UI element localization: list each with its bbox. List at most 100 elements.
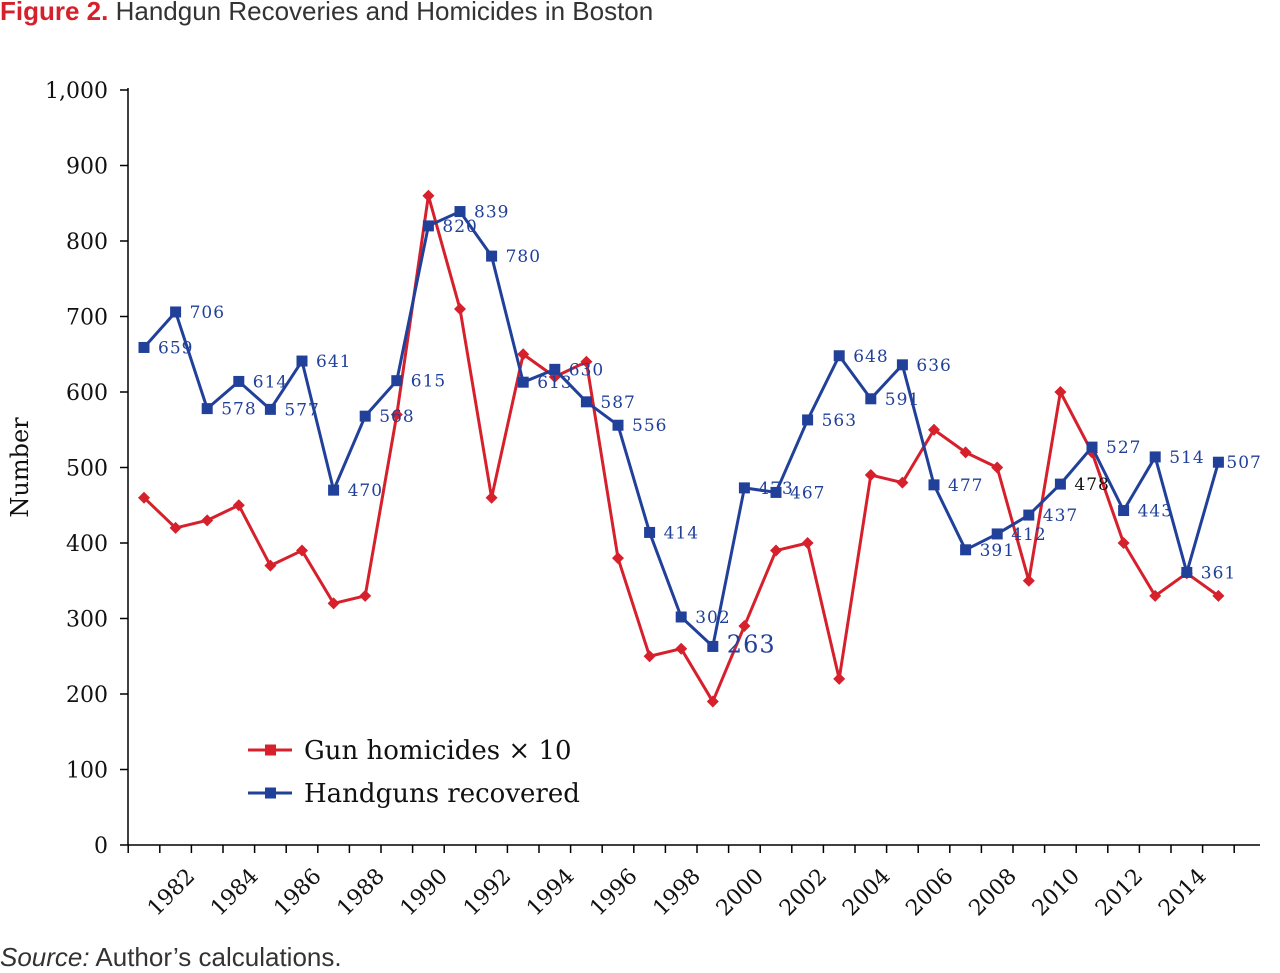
- handguns-data-label: 514: [1169, 448, 1204, 468]
- x-tick-label: 1990: [396, 864, 453, 921]
- handguns-point: [296, 355, 308, 367]
- homicides-point: [706, 695, 719, 708]
- homicides-point: [675, 642, 688, 655]
- y-tick-label: 400: [66, 532, 108, 557]
- handguns-data-label: 507: [1226, 453, 1261, 473]
- handguns-data-label: 648: [853, 347, 888, 367]
- handguns-point: [644, 526, 656, 538]
- homicides-point: [201, 514, 214, 527]
- handguns-point: [991, 528, 1003, 540]
- handguns-point: [264, 403, 276, 415]
- handguns-point: [1086, 441, 1098, 453]
- homicides-point: [454, 302, 466, 315]
- y-tick-label: 900: [66, 155, 108, 180]
- handguns-point: [486, 250, 498, 262]
- handguns-data-label: 641: [316, 352, 351, 372]
- homicides-point: [264, 559, 277, 572]
- legend-label-handguns: Handguns recovered: [304, 779, 580, 809]
- handguns-point: [1023, 509, 1035, 521]
- handguns-data-label: 614: [253, 372, 288, 392]
- figure-source: Source: Author’s calculations.: [0, 942, 342, 973]
- homicides-point: [359, 589, 372, 602]
- x-tick-label: 2002: [775, 864, 832, 921]
- handguns-data-label: 478: [1074, 475, 1109, 495]
- homicides-point: [991, 461, 1004, 474]
- y-tick-label: 0: [94, 834, 108, 859]
- legend-marker: [265, 744, 276, 756]
- handguns-point: [138, 341, 150, 353]
- x-tick-label: 1994: [522, 864, 579, 921]
- handguns-point: [454, 206, 466, 218]
- handguns-data-label: 587: [600, 393, 635, 413]
- homicides-point: [864, 469, 877, 482]
- source-label: Source:: [0, 942, 90, 972]
- homicides-point: [1054, 386, 1067, 398]
- handguns-data-label: 473: [758, 479, 793, 499]
- handguns-point: [1149, 451, 1161, 463]
- legend-label-homicides: Gun homicides × 10: [304, 736, 572, 766]
- handguns-data-label: 636: [916, 356, 951, 376]
- x-tick-label: 2004: [838, 864, 895, 921]
- y-tick-label: 800: [66, 230, 108, 255]
- figure-title: Figure 2. Handgun Recoveries and Homicid…: [0, 0, 653, 27]
- handguns-point: [707, 640, 719, 652]
- x-tick-label: 2014: [1154, 864, 1211, 921]
- homicides-point: [138, 491, 150, 504]
- handguns-line: [142, 210, 1220, 648]
- handguns-point: [802, 414, 814, 426]
- handguns-point: [738, 482, 750, 494]
- handguns-data-label: 591: [885, 390, 920, 410]
- handguns-data-label: 263: [727, 630, 776, 658]
- x-tick-label: 1992: [459, 864, 516, 921]
- homicides-line: [142, 194, 1220, 704]
- x-tick-label: 2008: [965, 864, 1022, 921]
- handguns-point: [580, 396, 592, 408]
- handguns-data-label: 820: [442, 217, 477, 237]
- y-tick-label: 600: [66, 381, 108, 406]
- handguns-point: [1054, 478, 1066, 490]
- handguns-point: [960, 544, 972, 556]
- handguns-point: [201, 403, 213, 415]
- line-chart: 0 100 200 300 400 500 600 700 800 900 1,000 Number 1…: [6, 79, 1261, 921]
- x-tick-label: 1986: [269, 864, 326, 921]
- handguns-data-label: 391: [980, 541, 1015, 561]
- y-tick-label: 1,000: [45, 79, 108, 104]
- handguns-point: [612, 419, 624, 431]
- homicides-point: [422, 189, 435, 202]
- handguns-point: [422, 220, 434, 232]
- homicides-point: [896, 476, 909, 489]
- source-text: Author’s calculations.: [95, 942, 342, 972]
- handguns-data-label: 361: [1201, 563, 1236, 583]
- homicides-point: [643, 650, 656, 663]
- handguns-point: [865, 393, 877, 405]
- handguns-data-label: 556: [632, 416, 667, 436]
- handguns-data-label: 706: [190, 303, 225, 323]
- handguns-data-label: 470: [348, 481, 383, 501]
- homicides-point: [1149, 589, 1162, 602]
- x-tick-label: 1982: [143, 864, 200, 921]
- handguns-data-label: 437: [1043, 506, 1078, 526]
- handguns-point: [328, 484, 340, 496]
- figure-title-text: Handgun Recoveries and Homicides in Bost…: [115, 0, 654, 26]
- handguns-point: [391, 375, 403, 387]
- homicides-point: [296, 544, 308, 557]
- handguns-data-label: 577: [284, 400, 319, 420]
- homicides-point: [232, 499, 245, 512]
- handguns-data-label: 412: [1011, 525, 1046, 545]
- y-tick-label: 500: [66, 457, 108, 482]
- handguns-point: [896, 359, 908, 371]
- legend-marker: [265, 787, 276, 799]
- handguns-point: [928, 479, 940, 491]
- homicides-point: [327, 597, 340, 610]
- x-tick-label: 2012: [1091, 864, 1148, 921]
- homicides-point: [612, 552, 624, 565]
- homicides-point: [833, 672, 846, 685]
- handguns-point: [549, 363, 561, 375]
- x-tick-label: 1984: [206, 864, 263, 921]
- homicides-point: [959, 446, 972, 459]
- handguns-data-label: 467: [790, 483, 825, 503]
- homicides-point: [770, 544, 782, 557]
- handguns-data-label: 302: [695, 608, 730, 628]
- homicides-point: [928, 423, 940, 436]
- handguns-data-label: 613: [537, 373, 572, 393]
